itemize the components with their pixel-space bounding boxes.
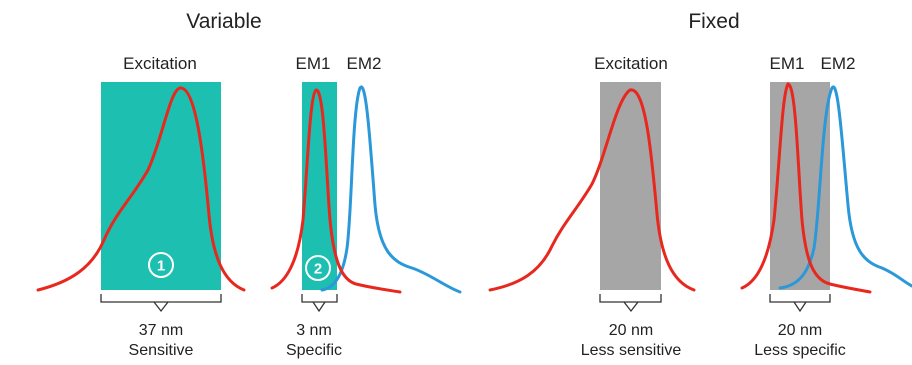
fixed-em2-spectrum-curve <box>778 85 912 290</box>
fixed-title: Fixed <box>688 10 739 33</box>
fixed-em2-label: EM2 <box>821 54 856 73</box>
variable-em1-label: EM1 <box>296 54 331 73</box>
fixed-emission-group: EM1 EM2 20 nm Less specific <box>740 54 912 359</box>
fixed-emission-bracket <box>769 294 831 313</box>
variable-emission-quality: Specific <box>286 342 342 359</box>
fixed-excitation-label: Excitation <box>594 54 668 73</box>
variable-emission-marker <box>305 255 331 281</box>
fixed-excitation-quality: Less sensitive <box>581 342 682 359</box>
fixed-em1-spectrum-curve <box>740 82 872 294</box>
fixed-excitation-spectrum-curve <box>488 88 696 292</box>
variable-excitation-bracket <box>100 294 222 313</box>
variable-emission-bracket <box>301 294 338 313</box>
variable-emission-width: 3 nm <box>296 322 332 339</box>
variable-emission-group: EM1 EM2 2 3 nm Specific <box>270 54 462 359</box>
variable-emission-marker-number: 2 <box>314 261 322 278</box>
variable-excitation-group: Excitation 1 37 nm Sensitive <box>36 54 246 359</box>
fixed-excitation-bracket <box>599 294 662 313</box>
fixed-excitation-band <box>600 82 661 290</box>
fixed-excitation-group: Excitation 20 nm Less sensitive <box>488 54 696 359</box>
variable-excitation-band <box>101 82 221 290</box>
variable-excitation-quality: Sensitive <box>129 342 194 359</box>
fixed-excitation-width: 20 nm <box>609 322 653 339</box>
variable-excitation-marker <box>148 252 174 278</box>
variable-excitation-width: 37 nm <box>139 322 183 339</box>
variable-excitation-spectrum-curve <box>36 86 246 292</box>
variable-emission-band <box>302 82 337 290</box>
variable-excitation-label: Excitation <box>123 54 197 73</box>
variable-excitation-marker-number: 1 <box>157 258 165 275</box>
fixed-em1-label: EM1 <box>770 54 805 73</box>
variable-title: Variable <box>186 10 262 33</box>
variable-em2-label: EM2 <box>347 54 382 73</box>
fixed-emission-quality: Less specific <box>754 342 846 359</box>
variable-em1-spectrum-curve <box>270 88 402 294</box>
variable-em2-spectrum-curve <box>320 85 462 294</box>
fixed-emission-width: 20 nm <box>778 322 822 339</box>
